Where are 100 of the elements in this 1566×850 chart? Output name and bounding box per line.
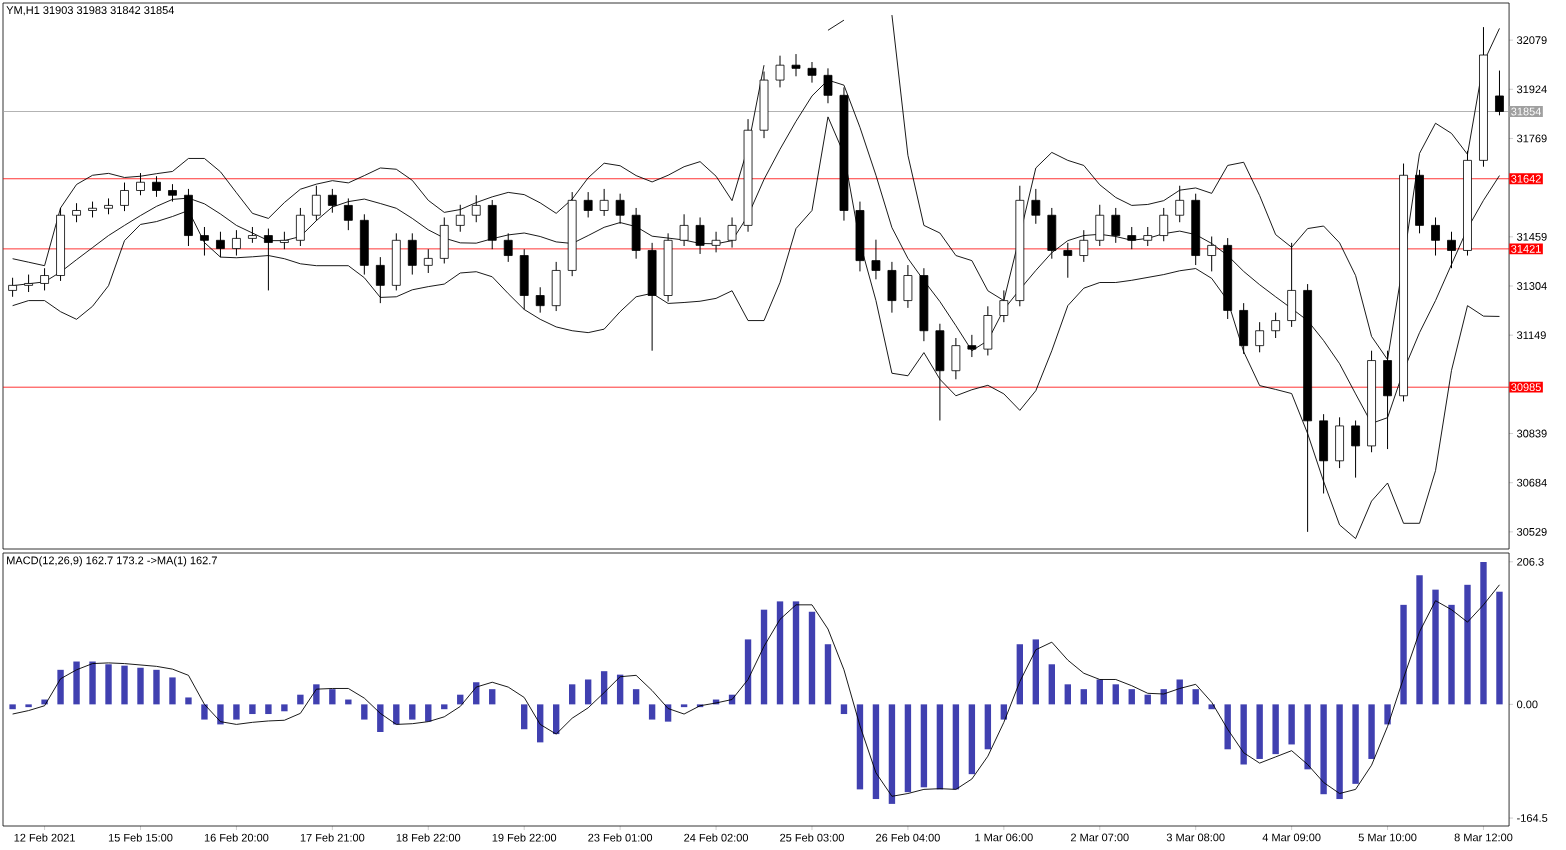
bar — [552, 704, 560, 735]
y-tick-label: 206.3 — [1517, 557, 1544, 566]
bar — [920, 704, 928, 788]
bar — [249, 704, 256, 715]
bar — [361, 704, 368, 720]
x-tick-label: 16 Feb 20:00 — [204, 833, 269, 842]
y-tick-label: 31769 — [1517, 134, 1547, 143]
bar — [1448, 604, 1455, 705]
candlestick — [1111, 207, 1121, 244]
candlestick — [1495, 70, 1504, 116]
bar — [409, 704, 416, 720]
candlestick — [216, 231, 225, 258]
y-tick-label: 0.00 — [1517, 700, 1538, 709]
candlestick — [1351, 420, 1360, 479]
bar — [137, 667, 144, 705]
bar — [121, 665, 128, 705]
bar — [521, 704, 528, 730]
y-tick-label: -164.5 — [1517, 814, 1548, 822]
bar — [201, 704, 208, 720]
x-tick-label: 19 Feb 22:00 — [492, 833, 557, 842]
bar — [1288, 704, 1295, 745]
ref-line-label: 31642 — [1511, 174, 1541, 183]
candlestick — [599, 188, 609, 217]
bar — [265, 704, 272, 715]
bar — [1256, 704, 1263, 759]
bar — [105, 664, 112, 705]
x-tick-label: 25 Feb 03:00 — [780, 833, 844, 842]
bar — [185, 697, 192, 705]
bar — [936, 704, 944, 790]
x-tick-label: 17 Feb 21:00 — [300, 833, 365, 842]
bar — [808, 611, 816, 705]
bar — [329, 689, 336, 705]
x-tick-label: 5 Mar 10:00 — [1358, 833, 1417, 842]
bar — [1000, 704, 1008, 720]
bar — [1080, 689, 1087, 705]
bar — [1416, 575, 1423, 705]
bar — [1192, 689, 1199, 705]
bar — [1112, 684, 1119, 705]
bar — [1224, 704, 1231, 750]
bar — [584, 679, 592, 705]
bar — [73, 661, 80, 705]
candlestick — [1207, 236, 1217, 272]
x-tick-label: 12 Feb 2021 — [14, 833, 75, 842]
candlestick — [615, 193, 625, 225]
x-tick-label: 26 Feb 04:00 — [876, 833, 940, 842]
bar — [1352, 704, 1359, 784]
candlestick — [120, 182, 129, 212]
bar — [776, 601, 784, 705]
candlestick — [775, 55, 785, 88]
bar — [297, 694, 304, 705]
y-tick-label: 31924 — [1517, 85, 1547, 94]
bar — [345, 699, 352, 705]
bar — [632, 689, 640, 705]
candlestick — [311, 185, 321, 222]
bar — [1032, 639, 1040, 705]
ref-line-label: 31854 — [1511, 107, 1542, 116]
bar — [1432, 589, 1439, 705]
bar — [9, 704, 16, 710]
candlestick — [679, 213, 689, 247]
bar — [1320, 704, 1327, 795]
bar — [1128, 689, 1135, 705]
y-tick-label: 30529 — [1517, 527, 1547, 536]
bar — [1400, 604, 1407, 705]
bar — [568, 684, 576, 705]
bar — [968, 704, 976, 775]
bar — [1304, 704, 1311, 770]
y-tick-label: 32079 — [1517, 36, 1547, 45]
candlestick — [40, 267, 49, 291]
bar — [952, 704, 960, 790]
y-tick-label: 30684 — [1517, 478, 1547, 487]
candlestick — [423, 248, 433, 274]
y-tick-label: 31304 — [1517, 282, 1547, 290]
x-tick-label: 18 Feb 22:00 — [396, 833, 461, 842]
candlestick — [999, 289, 1009, 323]
x-tick-label: 23 Feb 01:00 — [588, 833, 653, 842]
bar — [1272, 704, 1279, 755]
bar — [888, 704, 896, 804]
candlestick — [1031, 188, 1041, 225]
bar — [441, 704, 448, 710]
candlestick — [1255, 321, 1265, 353]
bar — [489, 689, 496, 705]
candlestick — [200, 226, 209, 257]
y-tick-label: 31459 — [1517, 232, 1547, 241]
candlestick — [503, 232, 513, 263]
y-tick-label: 30839 — [1517, 429, 1547, 438]
bar — [680, 704, 688, 708]
bar — [25, 704, 32, 708]
candlestick — [967, 334, 977, 358]
bar — [1384, 704, 1391, 725]
x-tick-label: 8 Mar 12:00 — [1454, 833, 1513, 842]
bar — [872, 704, 880, 800]
bar — [1480, 561, 1487, 705]
candlestick — [1159, 207, 1169, 242]
candlestick — [695, 216, 705, 255]
candlestick — [1431, 216, 1440, 257]
candlestick — [1447, 231, 1456, 269]
candlestick — [1063, 242, 1073, 279]
x-tick-label: 4 Mar 09:00 — [1262, 833, 1321, 842]
candlestick — [327, 188, 337, 214]
bar — [89, 661, 96, 705]
